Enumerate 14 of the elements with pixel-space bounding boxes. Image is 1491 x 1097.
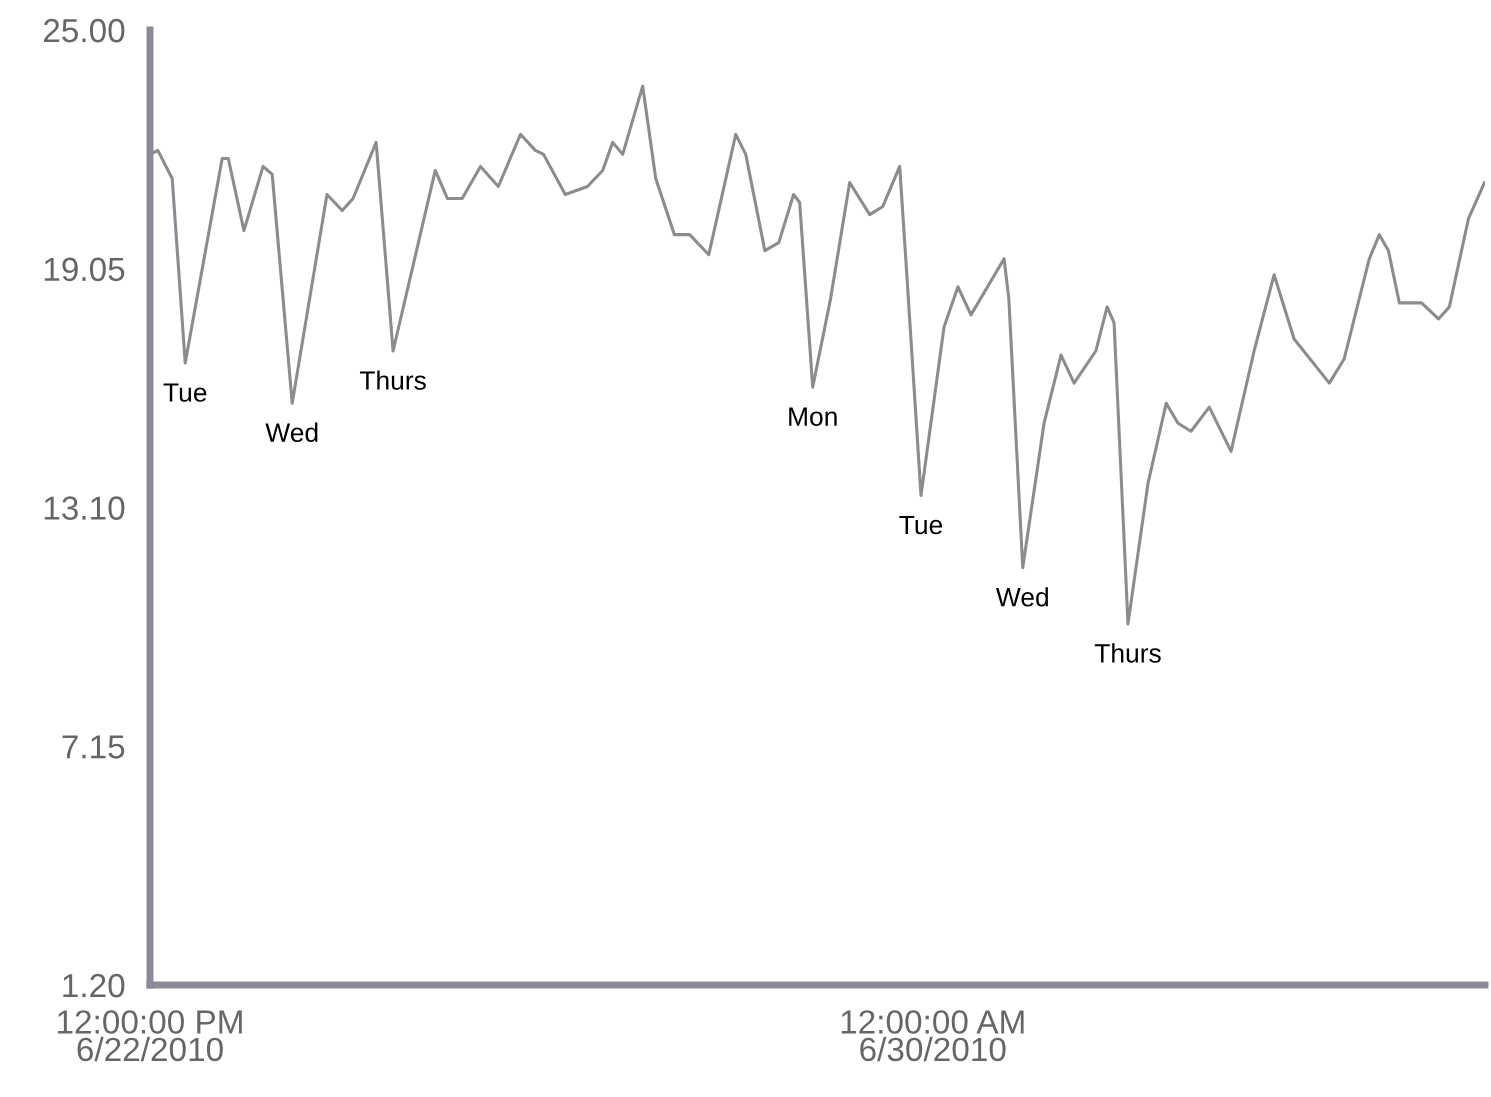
annotation: Thurs [1094, 643, 1161, 663]
annotation: Thurs [359, 370, 426, 390]
y-tick-label: 19.05 [44, 257, 125, 282]
annotation: Tue [899, 515, 943, 535]
y-tick-label: 13.10 [44, 496, 125, 520]
y-tick-label: 25.00 [43, 18, 125, 43]
annotation: Mon [789, 407, 837, 426]
x-tick-label: 12:00:00 PM 6/22/2010 [58, 1010, 242, 1062]
annotation: Wed [995, 587, 1048, 607]
y-tick-label: 1.20 [63, 973, 125, 998]
x-tick-label: 12:00:00 AM 6/30/2010 [841, 1010, 1024, 1062]
annotation: Wed [265, 422, 318, 442]
y-tick-label: 7.15 [62, 735, 125, 759]
annotation: Tue [163, 383, 207, 402]
